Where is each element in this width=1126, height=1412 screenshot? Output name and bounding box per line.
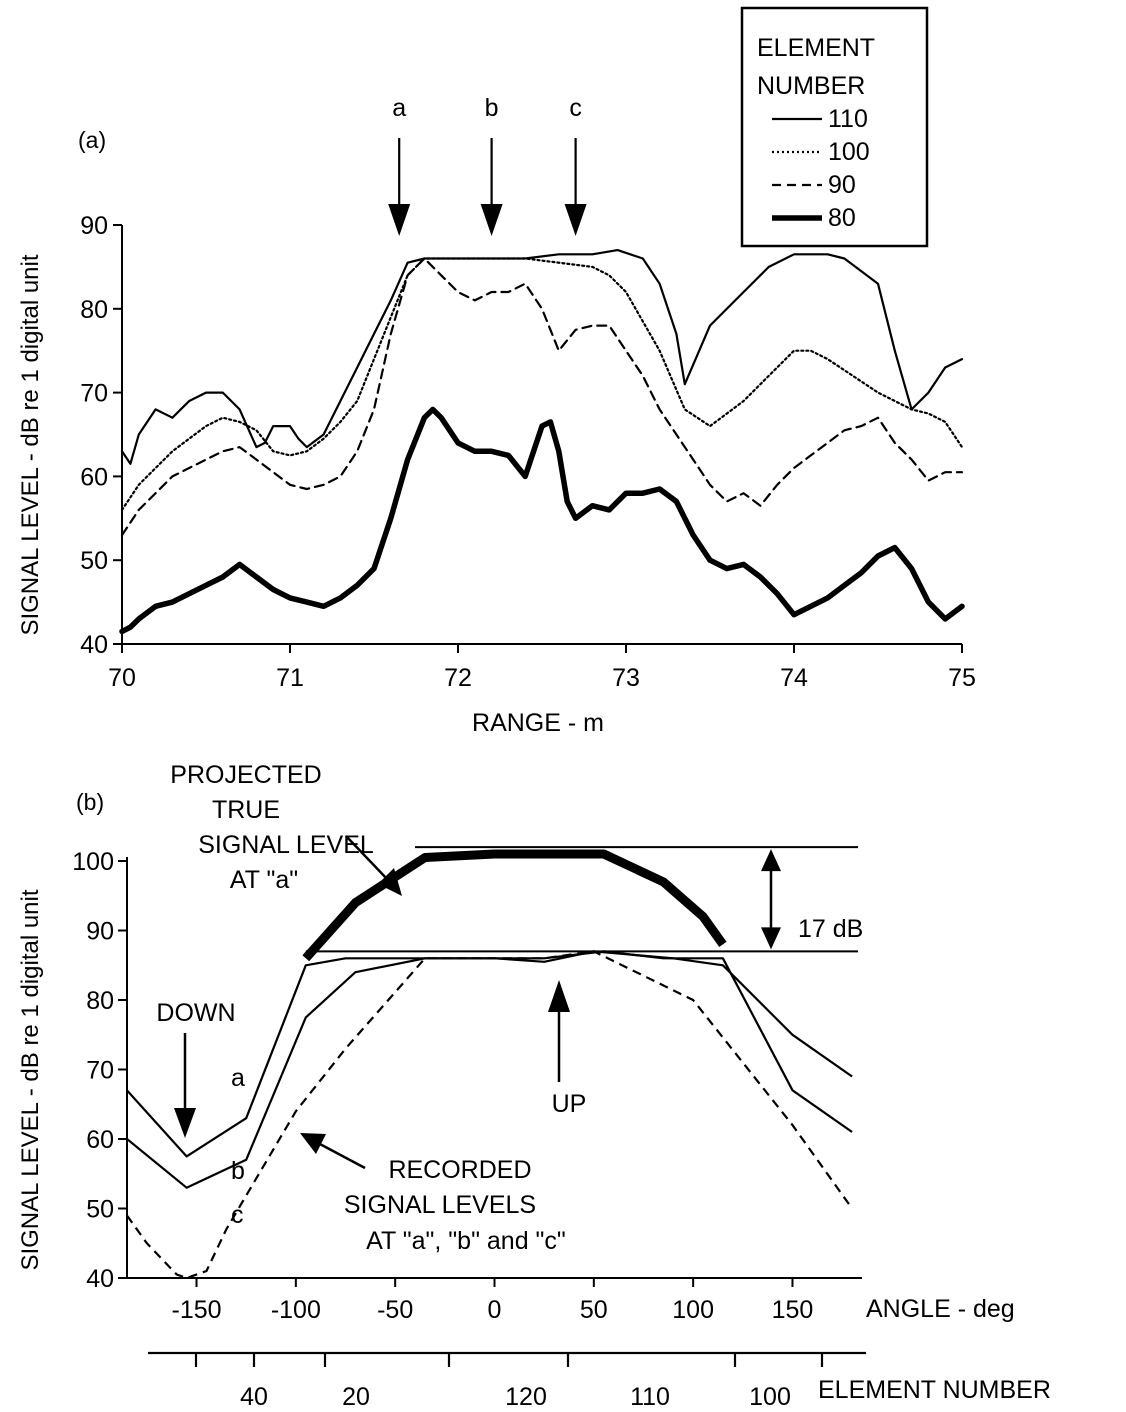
legend-label-110: 110 <box>828 105 868 133</box>
y-tick-label: 70 <box>86 1057 114 1085</box>
legend-label-80: 80 <box>828 204 856 232</box>
x-tick-label: 71 <box>276 664 304 692</box>
recorded-arrow-shaft <box>317 1141 366 1170</box>
projected-label-line-3: SIGNAL LEVEL <box>198 831 374 859</box>
element-axis-tick-label: 100 <box>749 1383 791 1411</box>
y-tick-label: 80 <box>80 296 108 324</box>
y-tick-label: 40 <box>86 1265 114 1293</box>
panel-b-series <box>126 849 853 1280</box>
panel-b-x-axis-title: ANGLE - deg <box>866 1295 1015 1323</box>
panel-a: (a) 40 50 60 70 80 90 70 71 72 73 74 75 RANGE - m a… <box>78 6 976 737</box>
position-arrow-label-a: a <box>392 94 406 122</box>
element-axis-tick-label: 20 <box>342 1383 370 1411</box>
x-tick-label: 72 <box>444 664 472 692</box>
recorded-label-line-3: AT "a", "b" and "c" <box>366 1227 566 1255</box>
legend-items: 110 100 90 80 <box>772 105 870 232</box>
gap-arrow-head-up <box>761 849 781 872</box>
projected-label-line-4: AT "a" <box>230 866 298 894</box>
y-tick-label: 90 <box>86 918 114 946</box>
legend-title-line-1: ELEMENT <box>757 34 875 62</box>
y-tick-label: 100 <box>72 848 114 876</box>
y-axis-title-a: SIGNAL LEVEL - dB re 1 digital unit <box>17 254 44 635</box>
curve-label-b: b <box>231 1157 245 1185</box>
down-label: DOWN <box>156 999 235 1027</box>
position-arrow-head <box>564 204 587 236</box>
up-arrow-head <box>548 980 570 1012</box>
legend-label-90: 90 <box>828 171 856 199</box>
element-axis-tick-label: 120 <box>505 1383 547 1411</box>
x-tick-label: 74 <box>780 664 808 692</box>
legend-title-line-2: NUMBER <box>757 72 865 100</box>
gap-arrow-head-down <box>761 927 781 950</box>
panel-b-label: (b) <box>76 789 104 815</box>
x-tick-label: 50 <box>580 1296 608 1324</box>
x-tick-label: -150 <box>172 1296 222 1324</box>
panel-a-x-axis-title: RANGE - m <box>472 709 604 737</box>
y-tick-label: 40 <box>80 631 108 659</box>
projected-label-line-1: PROJECTED <box>170 761 321 789</box>
x-tick-label: 0 <box>488 1296 502 1324</box>
projected-arrow-head <box>378 868 402 896</box>
position-arrow-head <box>388 204 411 236</box>
projected-label-line-2: TRUE <box>212 796 280 824</box>
curve-label-a: a <box>231 1064 245 1092</box>
panel-a-label: (a) <box>78 127 106 153</box>
y-tick-label: 50 <box>86 1196 114 1224</box>
y-axis-title-b: SIGNAL LEVEL - dB re 1 digital unit <box>17 889 44 1270</box>
element-number-axis-title: ELEMENT NUMBER <box>818 1376 1051 1404</box>
x-tick-label: -100 <box>271 1296 321 1324</box>
legend-box <box>740 6 929 248</box>
x-tick-label: -50 <box>377 1296 413 1324</box>
y-tick-label: 80 <box>86 987 114 1015</box>
recorded-arrow-head <box>300 1133 326 1154</box>
y-tick-label: 70 <box>80 380 108 408</box>
position-arrow-label-c: c <box>569 94 582 122</box>
panel-a-position-arrows: a b c <box>388 94 587 236</box>
series-line-90 <box>120 257 964 537</box>
element-axis-tick-label: 40 <box>240 1383 268 1411</box>
x-tick-label: 150 <box>772 1296 814 1324</box>
up-label: UP <box>552 1090 587 1118</box>
legend-label-100: 100 <box>828 138 870 166</box>
x-tick-label: 100 <box>672 1296 714 1324</box>
panel-b-annotations: PROJECTED TRUE SIGNAL LEVEL AT "a" RECOR… <box>156 761 863 1255</box>
y-tick-label: 90 <box>80 212 108 240</box>
panel-a-legend: ELEMENT NUMBER 110 100 90 80 <box>740 6 929 248</box>
position-arrow-head <box>480 204 503 236</box>
recorded-label-line-1: RECORDED <box>388 1156 531 1184</box>
y-tick-label: 60 <box>86 1126 114 1154</box>
panel-b-axes <box>118 846 862 1287</box>
curve-label-c: c <box>231 1201 244 1229</box>
series-line-100 <box>120 257 964 511</box>
position-arrow-label-b: b <box>485 94 499 122</box>
y-tick-label: 60 <box>80 463 108 491</box>
recorded-label-line-2: SIGNAL LEVELS <box>344 1191 536 1219</box>
y-tick-label: 50 <box>80 547 108 575</box>
panel-b-tick-labels: 40 50 60 70 80 90 100 -150 -100 -50 0 50 100 150 <box>72 848 813 1324</box>
series-line-c <box>126 950 853 1280</box>
element-number-axis: ELEMENT NUMBER 40 20 120 110 100 <box>148 1351 1051 1411</box>
projected-arrow-shaft <box>345 835 389 881</box>
x-tick-label: 73 <box>612 664 640 692</box>
series-line-PROJECTED TRUE SIGNAL LEVEL AT "a" <box>302 849 727 962</box>
gap-label: 17 dB <box>798 915 863 943</box>
x-tick-label: 70 <box>108 664 136 692</box>
panel-a-tick-labels: 40 50 60 70 80 90 70 71 72 73 74 75 <box>80 212 976 692</box>
down-arrow-head <box>174 1108 196 1138</box>
panel-a-axes <box>113 224 963 653</box>
x-tick-label: 75 <box>948 664 976 692</box>
series-line-a <box>126 950 853 1158</box>
series-line-80 <box>119 406 965 635</box>
element-axis-tick-label: 110 <box>630 1383 670 1411</box>
panel-a-series <box>119 249 965 635</box>
